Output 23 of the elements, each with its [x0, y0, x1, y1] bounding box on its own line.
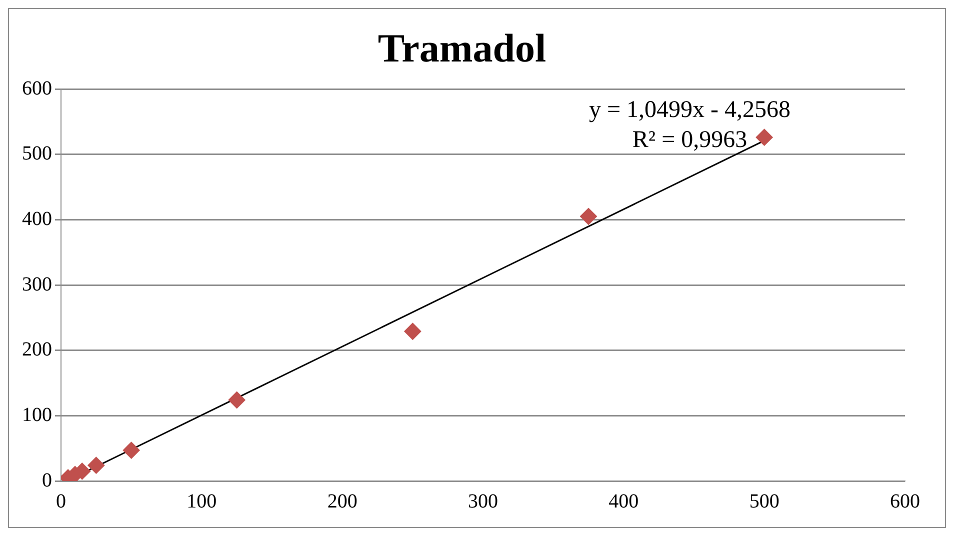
y-tick-label: 400: [22, 208, 52, 230]
y-tick-label: 200: [22, 338, 52, 361]
x-tick-label: 200: [327, 490, 358, 512]
point: [228, 391, 246, 408]
point: [404, 322, 422, 340]
x-tick-label: 400: [608, 490, 639, 512]
point: [756, 128, 773, 146]
y-tick-label: 300: [22, 273, 52, 296]
chart-title: Tramadol: [378, 25, 546, 70]
point: [122, 442, 140, 459]
point: [580, 208, 597, 225]
x-tick-label: 0: [56, 490, 66, 512]
x-tick-label: 500: [749, 490, 780, 512]
annotation: y = 1,0499x - 4,2568: [589, 97, 791, 123]
y-tick-label: 500: [22, 142, 52, 165]
x-tick-label: 600: [890, 490, 920, 512]
y-tick-label: 100: [22, 404, 52, 426]
x-tick-label: 300: [468, 490, 498, 512]
y-tick-label: 600: [22, 77, 52, 100]
point: [88, 456, 105, 474]
x-tick-label: 100: [186, 490, 217, 512]
annotation: R² = 0,9963: [632, 127, 748, 153]
y-tick-label: 0: [42, 469, 52, 492]
